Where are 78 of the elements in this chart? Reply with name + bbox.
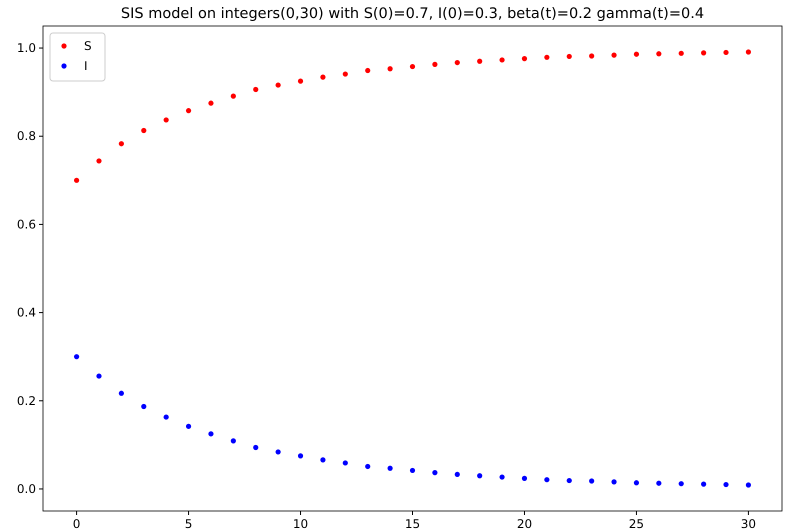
point [164, 117, 169, 123]
point [611, 52, 617, 58]
point [410, 64, 416, 70]
point [141, 128, 146, 134]
point [432, 62, 438, 67]
point [96, 158, 102, 164]
point [746, 482, 752, 488]
point [499, 474, 505, 480]
point [701, 50, 706, 56]
point [701, 482, 706, 487]
point [477, 58, 482, 64]
point [634, 480, 640, 486]
point [432, 470, 438, 476]
point [544, 54, 550, 60]
y-tick-label: 0.0 [16, 482, 36, 496]
y-tick-label: 0.6 [16, 217, 36, 232]
chart-title: SIS model on integers(0,30) with S(0)=0.7, I(0)=0.3, beta(t)=0.2 gamma(t)=0.4 [120, 6, 704, 22]
point [656, 51, 662, 56]
point [342, 460, 348, 466]
x-tick-label: 30 [740, 517, 756, 531]
y-tick-label: 0.4 [16, 306, 36, 320]
point [118, 390, 124, 396]
x-tick-label: 10 [292, 517, 308, 531]
point [634, 52, 640, 57]
point [678, 481, 684, 486]
point [477, 473, 482, 478]
point [186, 108, 192, 114]
point [678, 50, 684, 56]
point [253, 86, 258, 92]
point [589, 53, 594, 59]
point [365, 464, 370, 470]
point [276, 449, 281, 455]
point [723, 482, 729, 488]
point [388, 66, 393, 72]
point [186, 424, 192, 429]
y-tick-label: 0.2 [16, 394, 36, 408]
point [342, 71, 348, 77]
point [566, 54, 572, 60]
y-tick-label: 0.8 [16, 129, 36, 144]
point [320, 74, 326, 80]
point [208, 431, 214, 436]
point [298, 78, 304, 84]
point [253, 444, 258, 450]
point [589, 478, 594, 484]
point [276, 82, 281, 88]
point [96, 373, 102, 379]
point [365, 68, 370, 74]
point [208, 100, 214, 106]
y-tick-label: 1.0 [16, 41, 36, 56]
point [164, 414, 169, 420]
point [410, 468, 416, 474]
legend-label: S [84, 39, 92, 53]
point [522, 476, 528, 481]
point [454, 60, 460, 66]
legend-label: I [84, 59, 88, 73]
point [388, 466, 393, 471]
point [522, 56, 528, 62]
point [230, 438, 236, 444]
point [118, 141, 124, 146]
point [74, 354, 80, 360]
point [320, 457, 326, 462]
x-tick-label: 20 [516, 517, 532, 531]
x-tick-label: 0 [72, 517, 80, 531]
point [74, 178, 80, 183]
point [723, 50, 729, 56]
point [454, 472, 460, 478]
point [298, 453, 304, 458]
point [499, 57, 505, 63]
point [746, 49, 752, 55]
point [611, 479, 617, 484]
point [566, 478, 572, 484]
x-tick-label: 15 [404, 517, 420, 531]
point [230, 94, 236, 99]
point [656, 480, 662, 486]
point [141, 404, 146, 410]
x-tick-label: 25 [628, 517, 644, 531]
point [544, 477, 550, 482]
x-tick-label: 5 [184, 517, 192, 531]
